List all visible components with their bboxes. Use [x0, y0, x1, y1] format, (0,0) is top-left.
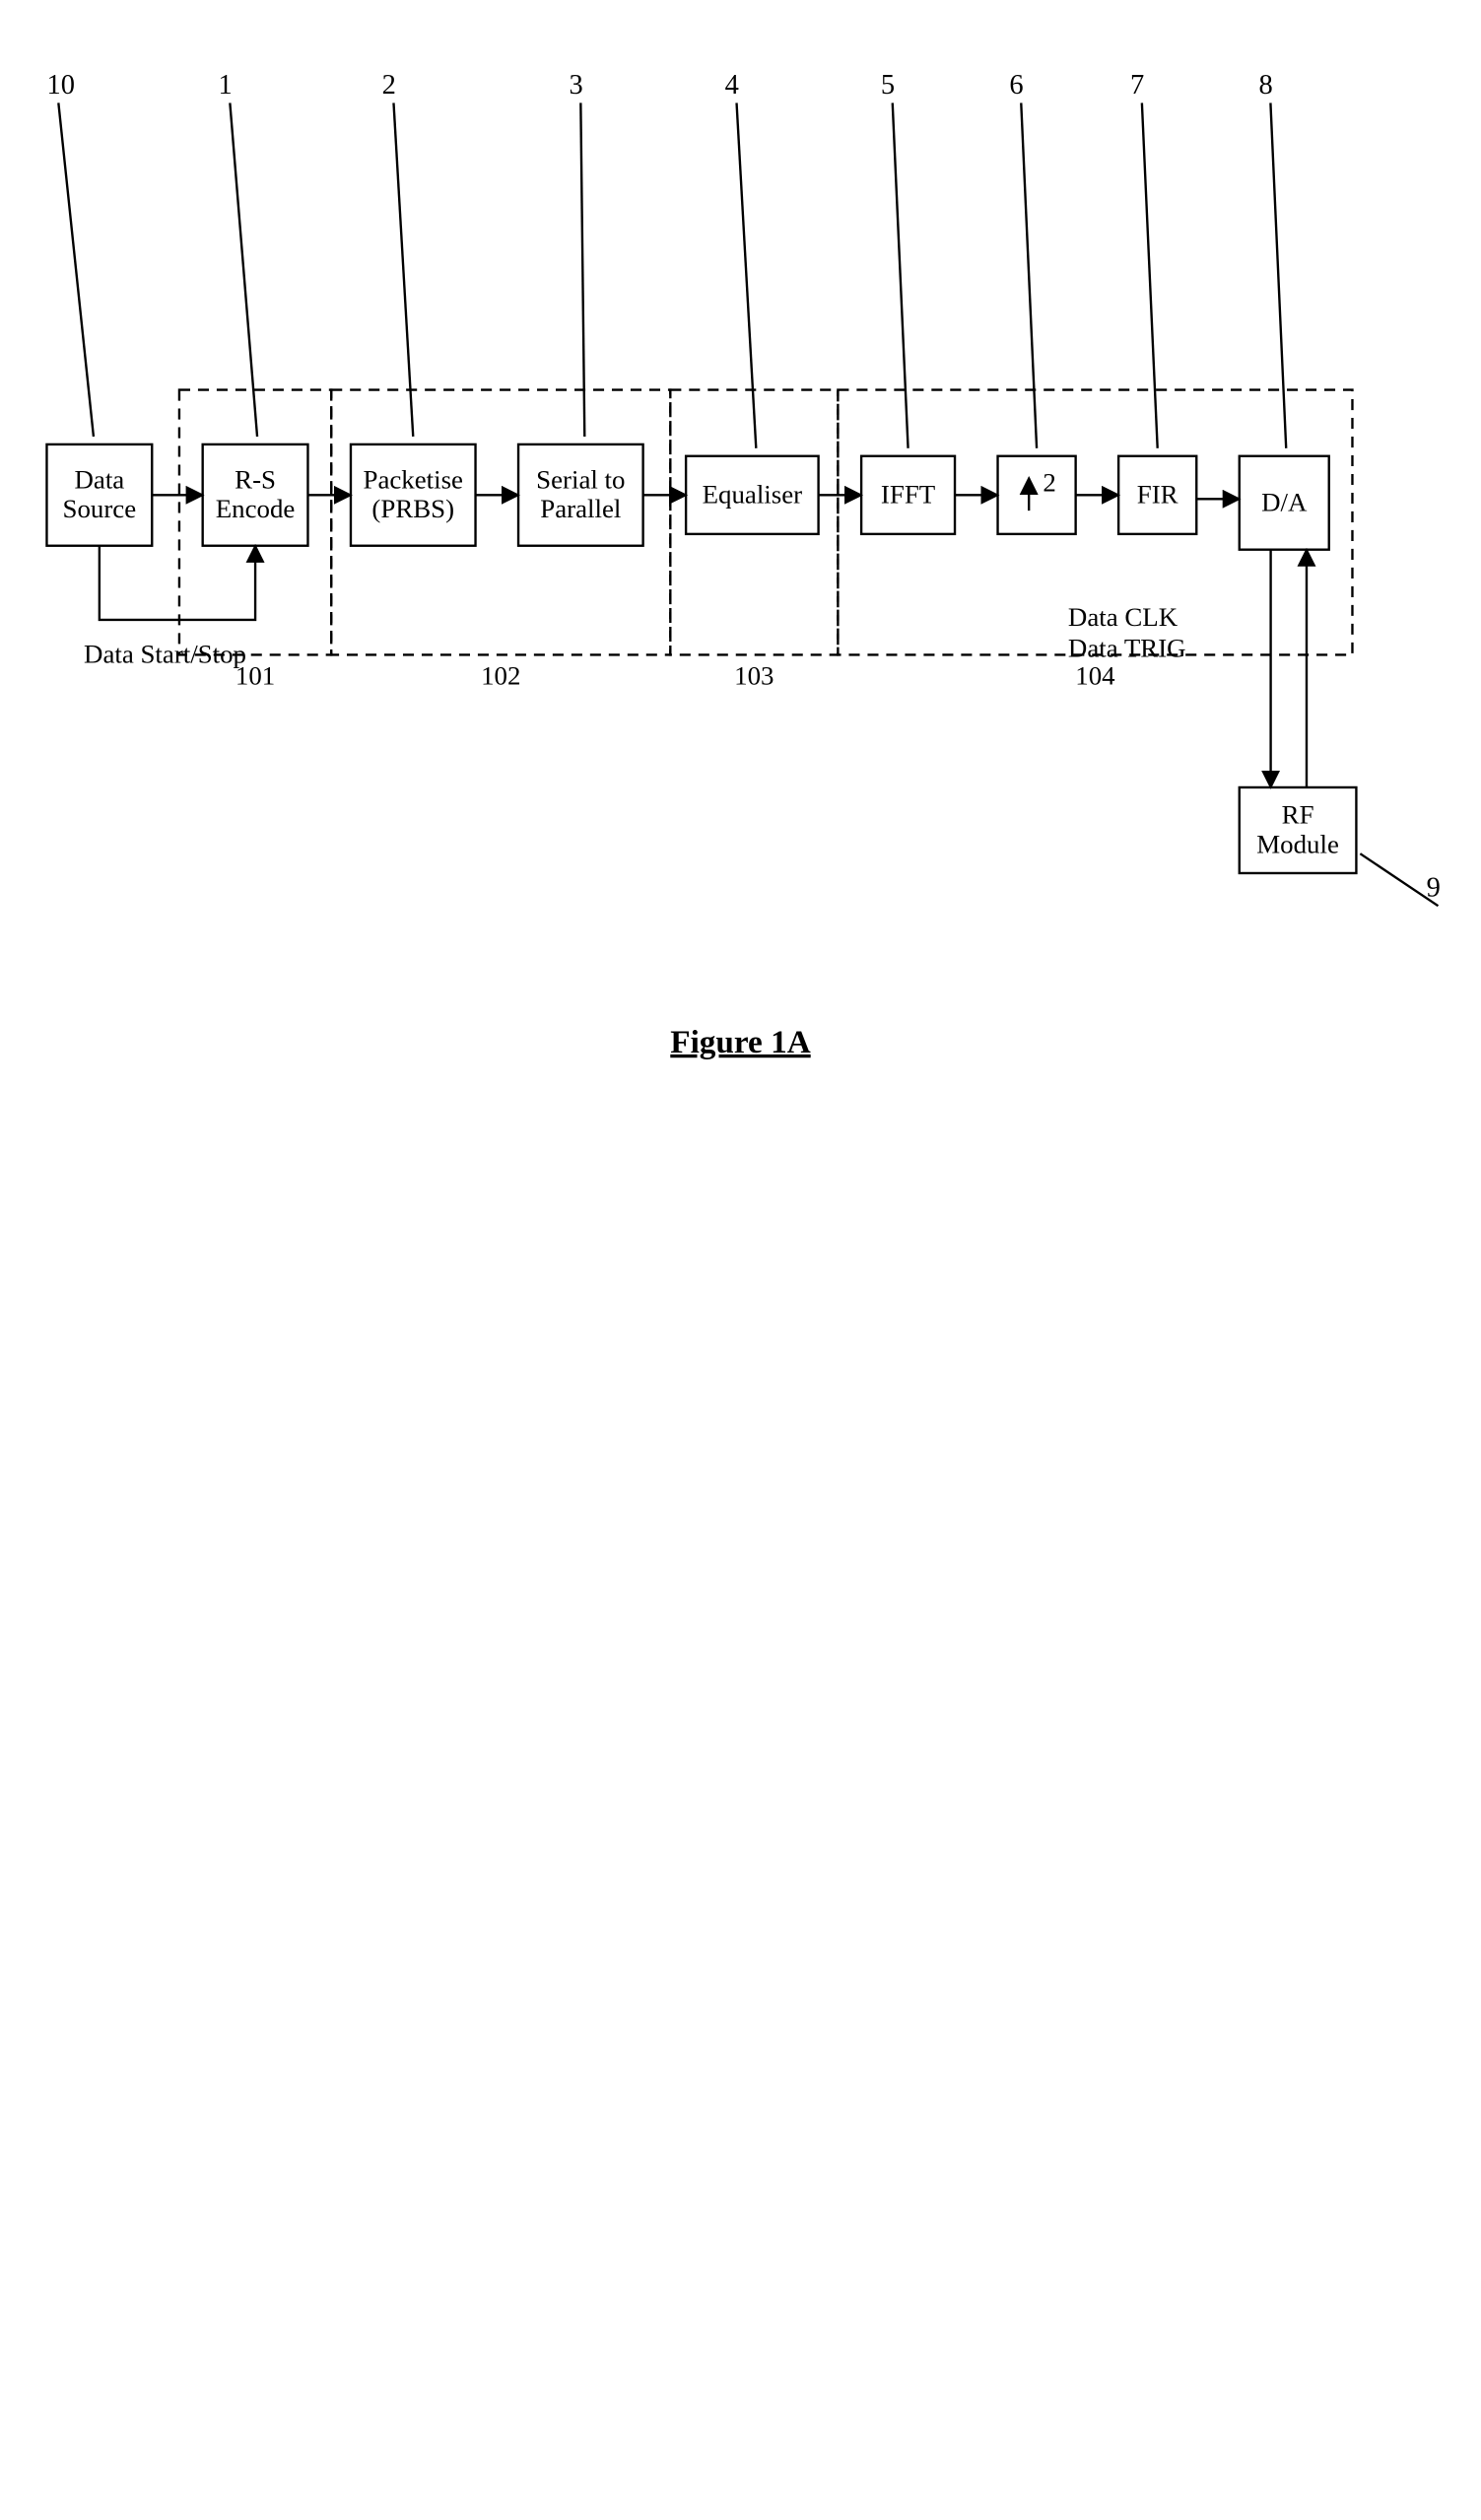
lead-line-rs_encode [230, 102, 257, 437]
lead-label-ifft: 5 [881, 70, 895, 101]
block-diagram: 101102103104DataSourceR-SEncodePacketise… [0, 0, 1481, 1091]
lead-label-equaliser: 4 [725, 70, 739, 101]
lead-line-data_source [58, 102, 94, 437]
figure-label: Figure 1A [670, 1024, 810, 1060]
lead-label-fir: 7 [1130, 70, 1144, 101]
lead-label-serial_parallel: 3 [569, 70, 582, 101]
data-trig-label: Data TRIG [1068, 633, 1186, 662]
section-label-s102: 102 [481, 661, 520, 691]
upsample-factor: 2 [1043, 467, 1055, 497]
lead-label-da: 8 [1259, 70, 1273, 101]
lead-line-ifft [893, 102, 909, 447]
block-label-fir-0: FIR [1137, 479, 1178, 509]
block-label-ifft-0: IFFT [881, 479, 935, 509]
block-label-da-0: D/A [1261, 487, 1308, 516]
block-label-data_source-1: Source [63, 494, 137, 523]
lead-line-up2 [1021, 102, 1037, 447]
lead-label-data_source: 10 [46, 70, 74, 101]
block-label-rf_module-0: RF [1282, 800, 1314, 830]
block-label-packetise-0: Packetise [364, 465, 464, 495]
lead-label-up2: 6 [1009, 70, 1023, 101]
block-label-rs_encode-1: Encode [216, 494, 296, 523]
data-clk-label: Data CLK [1068, 602, 1178, 632]
data-start-stop-path [100, 546, 255, 620]
section-label-s103: 103 [734, 661, 774, 691]
block-label-rf_module-1: Module [1256, 829, 1339, 858]
data-start-stop-label: Data Start/Stop [84, 639, 246, 668]
block-label-rs_encode-0: R-S [235, 465, 276, 495]
block-label-data_source-0: Data [74, 465, 124, 495]
lead-line-equaliser [737, 102, 757, 447]
block-label-serial_par-1: Parallel [540, 494, 621, 523]
lead-label-rf_module: 9 [1427, 873, 1441, 904]
block-label-serial_par-0: Serial to [536, 465, 625, 495]
lead-line-da [1270, 102, 1286, 447]
block-label-packetise-1: (PRBS) [371, 494, 454, 523]
lead-label-packetise: 2 [382, 70, 396, 101]
section-label-s104: 104 [1075, 661, 1115, 691]
lead-line-serial_parallel [580, 102, 584, 437]
lead-label-rs_encode: 1 [218, 70, 232, 101]
lead-line-fir [1142, 102, 1158, 447]
block-label-equaliser-0: Equaliser [703, 479, 803, 509]
lead-line-packetise [393, 102, 413, 437]
block-up2 [998, 456, 1076, 534]
